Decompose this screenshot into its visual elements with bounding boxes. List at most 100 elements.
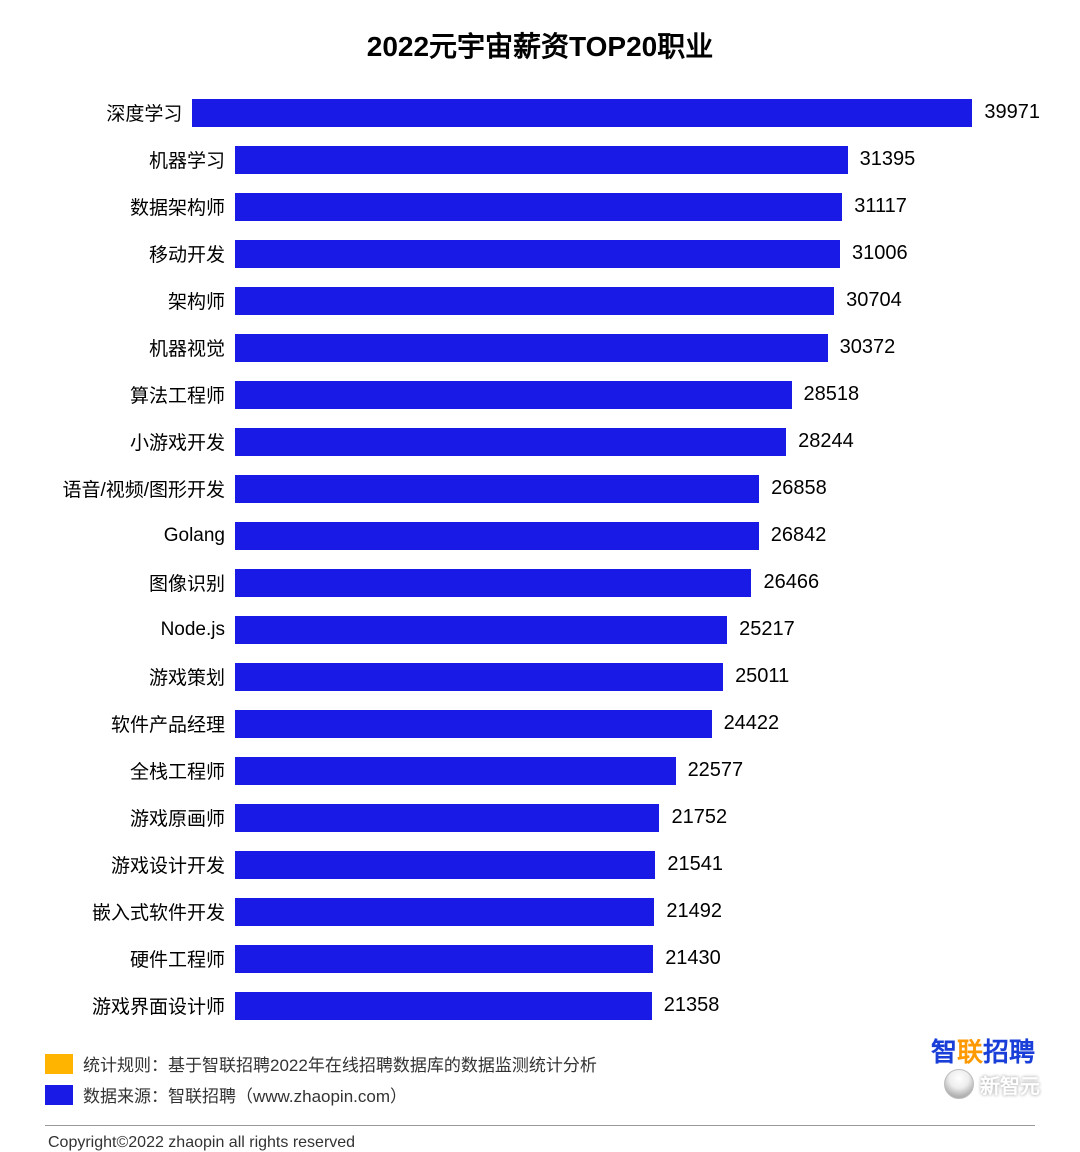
bar-row: 移动开发 31006 <box>40 236 1040 271</box>
bar-label: 图像识别 <box>40 569 235 596</box>
bar-label: 小游戏开发 <box>40 428 235 455</box>
bar-row: 小游戏开发28244 <box>40 424 1040 459</box>
bar-label: 机器视觉 <box>40 334 235 361</box>
legend-swatch <box>45 1085 73 1105</box>
bar-track: 31395 <box>235 142 1040 177</box>
bar-value: 39971 <box>984 101 1040 124</box>
copyright-text: Copyright©2022 zhaopin all rights reserv… <box>40 1126 1040 1152</box>
bar-track: 21358 <box>235 988 1040 1023</box>
bar-track: 39971 <box>192 95 1040 130</box>
bar-fill <box>235 992 652 1020</box>
bar-row: 算法工程师28518 <box>40 377 1040 412</box>
bar-label: 算法工程师 <box>40 381 235 408</box>
bar-label: 架构师 <box>40 287 235 314</box>
bar-track: 30372 <box>235 330 1040 365</box>
bar-row: Node.js 25217 <box>40 612 1040 647</box>
bar-fill <box>235 287 834 315</box>
bar-row: 架构师 30704 <box>40 283 1040 318</box>
legend-swatch <box>45 1054 73 1074</box>
bar-value: 30704 <box>846 289 902 312</box>
bar-track: 28518 <box>235 377 1040 412</box>
bar-track: 31117 <box>235 189 1040 224</box>
legend-text: 统计规则：基于智联招聘2022年在线招聘数据库的数据监测统计分析 <box>83 1051 597 1076</box>
bar-row: 游戏策划 25011 <box>40 659 1040 694</box>
bar-fill <box>235 193 842 221</box>
bar-row: 机器学习 31395 <box>40 142 1040 177</box>
bar-row: 深度学习 39971 <box>40 95 1040 130</box>
bar-row: 全栈工程师22577 <box>40 753 1040 788</box>
bar-value: 21752 <box>671 806 727 829</box>
bar-value: 21430 <box>665 947 721 970</box>
bar-track: 26842 <box>235 518 1040 553</box>
chart-title: 2022元宇宙薪资TOP20职业 <box>40 25 1040 65</box>
bar-fill <box>235 381 792 409</box>
bar-label: 嵌入式软件开发 <box>40 898 235 925</box>
bar-track: 26466 <box>235 565 1040 600</box>
bar-row: 游戏原画师 21752 <box>40 800 1040 835</box>
bar-row: 数据架构师 31117 <box>40 189 1040 224</box>
bar-value: 21541 <box>667 853 723 876</box>
bar-value: 26842 <box>771 524 827 547</box>
bar-label: 数据架构师 <box>40 193 235 220</box>
bar-fill <box>235 663 723 691</box>
brand-part2: 联 <box>957 1032 983 1069</box>
bar-value: 25011 <box>735 665 789 688</box>
bar-track: 21492 <box>235 894 1040 929</box>
chart-area: 深度学习 39971 机器学习 31395 数据架构师 31117 移动开发 31006 架构师… <box>40 95 1040 1023</box>
bar-value: 26858 <box>771 477 827 500</box>
bar-value: 21492 <box>666 900 722 923</box>
footer-row: 统计规则：基于智联招聘2022年在线招聘数据库的数据监测统计分析 <box>45 1051 1040 1076</box>
bar-fill <box>235 146 848 174</box>
bar-row: 图像识别26466 <box>40 565 1040 600</box>
bar-row: 机器视觉30372 <box>40 330 1040 365</box>
bar-value: 31117 <box>854 195 907 218</box>
footer-legend: 统计规则：基于智联招聘2022年在线招聘数据库的数据监测统计分析数据来源：智联招… <box>40 1051 1040 1107</box>
bar-track: 28244 <box>235 424 1040 459</box>
chart-container: 2022元宇宙薪资TOP20职业 深度学习 39971 机器学习 31395 数据架构师… <box>0 0 1080 1152</box>
bar-track: 24422 <box>235 706 1040 741</box>
bar-label: 游戏原画师 <box>40 804 235 831</box>
bar-value: 25217 <box>739 618 795 641</box>
bar-row: 游戏设计开发 21541 <box>40 847 1040 882</box>
brand-logo: 智联招聘 <box>931 1032 1035 1069</box>
bar-label: Golang <box>40 525 235 547</box>
bar-fill <box>235 569 751 597</box>
bar-label: 移动开发 <box>40 240 235 267</box>
bar-row: 嵌入式软件开发 21492 <box>40 894 1040 929</box>
bar-track: 21541 <box>235 847 1040 882</box>
bar-label: Node.js <box>40 619 235 641</box>
bar-fill <box>192 99 972 127</box>
bar-label: 游戏界面设计师 <box>40 992 235 1019</box>
bar-track: 21430 <box>235 941 1040 976</box>
bar-fill <box>235 898 654 926</box>
bar-row: Golang 26842 <box>40 518 1040 553</box>
bar-fill <box>235 475 759 503</box>
bar-track: 26858 <box>235 471 1040 506</box>
bar-label: 硬件工程师 <box>40 945 235 972</box>
bar-fill <box>235 851 655 879</box>
bar-value: 21358 <box>664 994 720 1017</box>
bar-fill <box>235 240 840 268</box>
bar-label: 游戏策划 <box>40 663 235 690</box>
bar-value: 31006 <box>852 242 908 265</box>
bar-label: 机器学习 <box>40 146 235 173</box>
bar-fill <box>235 757 676 785</box>
bar-fill <box>235 710 712 738</box>
bar-track: 30704 <box>235 283 1040 318</box>
footer-row: 数据来源：智联招聘（www.zhaopin.com） <box>45 1082 1040 1107</box>
bar-fill <box>235 804 659 832</box>
bar-track: 31006 <box>235 236 1040 271</box>
bar-value: 31395 <box>860 148 916 171</box>
bar-track: 22577 <box>235 753 1040 788</box>
bar-row: 软件产品经理 24422 <box>40 706 1040 741</box>
bar-fill <box>235 945 653 973</box>
watermark-text: 新智元 <box>980 1070 1040 1099</box>
bar-row: 语音/视频/图形开发 26858 <box>40 471 1040 506</box>
bar-label: 游戏设计开发 <box>40 851 235 878</box>
bar-label: 语音/视频/图形开发 <box>40 475 235 502</box>
bar-label: 深度学习 <box>40 99 192 126</box>
bar-row: 硬件工程师 21430 <box>40 941 1040 976</box>
bar-label: 软件产品经理 <box>40 710 235 737</box>
bar-fill <box>235 428 786 456</box>
bar-value: 24422 <box>724 712 780 735</box>
